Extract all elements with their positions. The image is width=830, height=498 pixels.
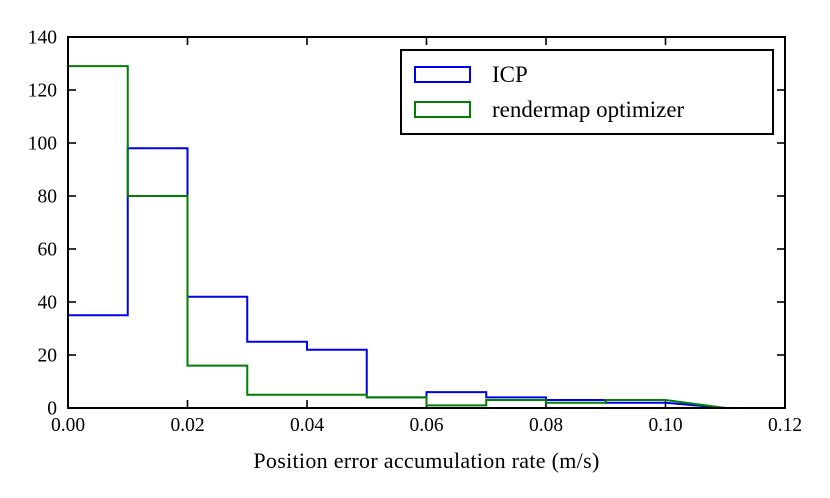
x-tick-label: 0.08 bbox=[529, 415, 563, 436]
plot-border bbox=[67, 36, 786, 409]
legend-item-label: ICP bbox=[492, 62, 528, 87]
x-tick-label: 0.10 bbox=[648, 415, 682, 436]
legend-swatch-rendermap-icon bbox=[414, 101, 471, 118]
y-tick-label: 0 bbox=[47, 399, 57, 420]
legend-item: ICP bbox=[414, 63, 772, 86]
x-tick-label: 0.00 bbox=[51, 415, 85, 436]
x-tick-label: 0.12 bbox=[768, 415, 802, 436]
y-tick-label: 140 bbox=[28, 28, 57, 49]
legend-swatch-icp-icon bbox=[414, 66, 471, 83]
series-line-rendermap bbox=[67, 65, 726, 409]
x-tick-label: 0.06 bbox=[409, 415, 443, 436]
y-tick-label: 80 bbox=[38, 187, 58, 208]
legend-item-label: rendermap optimizer bbox=[492, 97, 685, 122]
x-tick-label: 0.02 bbox=[170, 415, 204, 436]
y-tick-label: 40 bbox=[38, 293, 58, 314]
y-tick-label: 120 bbox=[28, 81, 57, 102]
y-tick-label: 100 bbox=[28, 134, 57, 155]
legend-item: rendermap optimizer bbox=[414, 98, 772, 121]
x-tick-label: 0.04 bbox=[290, 415, 324, 436]
legend: ICP rendermap optimizer bbox=[400, 49, 774, 135]
x-axis-label: Position error accumulation rate (m/s) bbox=[253, 448, 600, 473]
series-line-icp bbox=[67, 147, 726, 409]
y-tick-label: 20 bbox=[38, 346, 58, 367]
y-tick-label: 60 bbox=[38, 240, 58, 261]
